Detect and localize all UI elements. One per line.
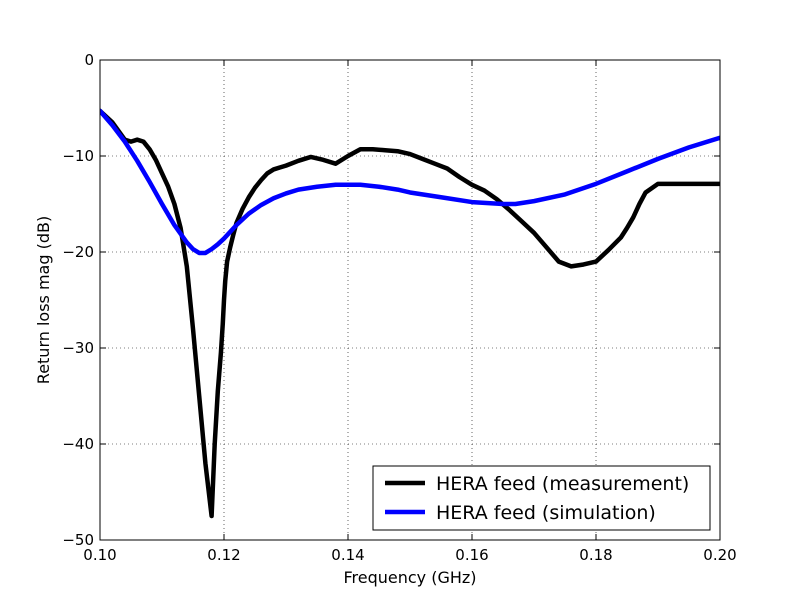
series-line-simulation [100, 108, 720, 256]
legend: HERA feed (measurement) HERA feed (simula… [372, 465, 711, 531]
series-layer [100, 108, 720, 519]
y-tick-label: −40 [62, 435, 94, 453]
y-tick-label: −50 [62, 531, 94, 549]
legend-label: HERA feed (simulation) [436, 502, 656, 524]
x-tick-label: 0.12 [207, 546, 240, 564]
x-tick-label: 0.18 [579, 546, 612, 564]
y-tick-label: −10 [62, 147, 94, 165]
y-axis-label: Return loss mag (dB) [34, 216, 53, 384]
series-line-measurement [100, 108, 720, 519]
plot-area [99, 59, 721, 541]
legend-box [372, 465, 711, 531]
y-tick-label: −30 [62, 339, 94, 357]
plot-frame [99, 59, 721, 541]
x-tick-label: 0.20 [703, 546, 736, 564]
x-tick-labels: 0.10 0.12 0.14 0.16 0.18 0.20 [83, 546, 736, 564]
legend-label: HERA feed (measurement) [436, 473, 689, 495]
y-tick-labels: 0 −10 −20 −30 −40 −50 [62, 51, 94, 549]
y-tick-label: 0 [84, 51, 94, 69]
x-tick-label: 0.16 [455, 546, 488, 564]
x-axis-label: Frequency (GHz) [343, 568, 476, 587]
x-tick-label: 0.10 [83, 546, 116, 564]
ticks [99, 59, 721, 541]
y-tick-label: −20 [62, 243, 94, 261]
x-tick-label: 0.14 [331, 546, 364, 564]
